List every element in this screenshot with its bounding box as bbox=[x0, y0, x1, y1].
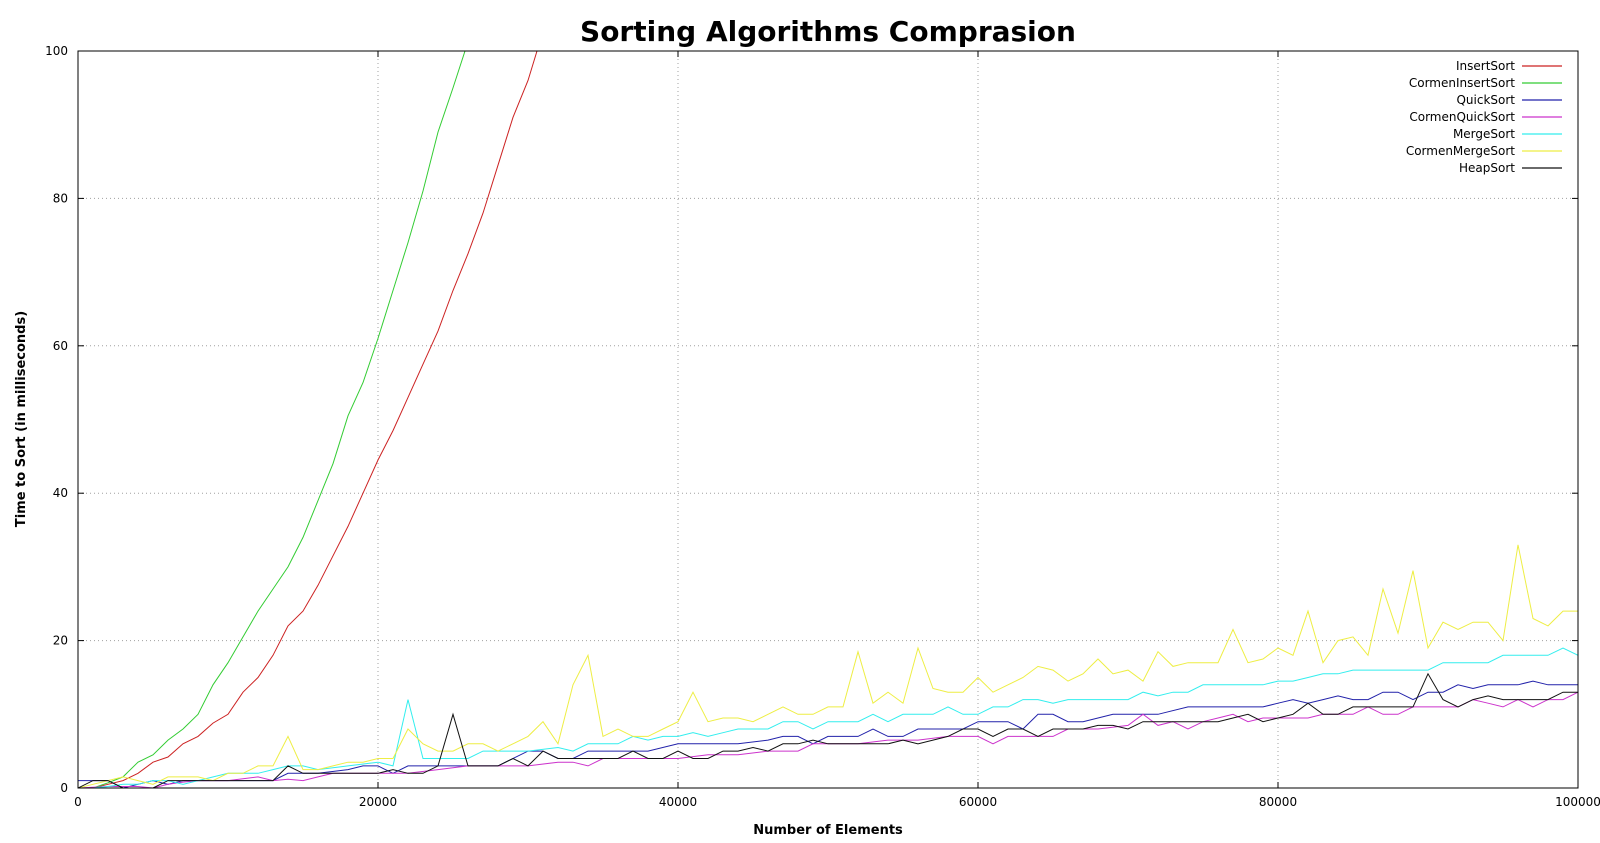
legend-label: QuickSort bbox=[1456, 93, 1515, 107]
y-axis-label: Time to Sort (in milliseconds) bbox=[14, 311, 29, 527]
x-tick-label: 20000 bbox=[359, 795, 397, 809]
legend-label: InsertSort bbox=[1456, 59, 1515, 73]
plot-frame bbox=[77, 50, 1579, 789]
x-tick-label: 40000 bbox=[659, 795, 697, 809]
chart-title: Sorting Algorithms Comprasion bbox=[580, 15, 1076, 48]
series-line-quicksort bbox=[78, 680, 1578, 788]
series-line-mergesort bbox=[78, 647, 1578, 788]
x-axis-label: Number of Elements bbox=[753, 823, 903, 838]
series-line-cormenmergesort bbox=[78, 544, 1578, 788]
x-tick-label: 60000 bbox=[959, 795, 997, 809]
y-tick-label: 20 bbox=[53, 634, 68, 648]
series-line-heapsort bbox=[78, 672, 1578, 788]
x-tick-label: 80000 bbox=[1259, 795, 1297, 809]
legend-label: HeapSort bbox=[1459, 161, 1515, 175]
series-line-cormeninsertsort bbox=[78, 51, 466, 788]
legend-label: CormenInsertSort bbox=[1409, 76, 1515, 90]
grid-lines bbox=[78, 51, 1578, 788]
y-tick-label: 40 bbox=[53, 486, 68, 500]
legend-label: CormenQuickSort bbox=[1409, 110, 1515, 124]
x-tick-label: 0 bbox=[74, 795, 82, 809]
legend-label: MergeSort bbox=[1453, 127, 1515, 141]
legend-label: CormenMergeSort bbox=[1406, 144, 1515, 158]
plot-area bbox=[78, 51, 1578, 788]
y-tick-label: 0 bbox=[60, 781, 68, 795]
x-tick-label: 100000 bbox=[1555, 795, 1600, 809]
y-tick-label: 60 bbox=[53, 339, 68, 353]
y-tick-label: 100 bbox=[45, 44, 68, 58]
series-line-insertsort bbox=[78, 51, 538, 788]
y-tick-label: 80 bbox=[53, 191, 68, 205]
legend: InsertSort CormenInsertSort QuickSort Corme… bbox=[1406, 59, 1562, 175]
